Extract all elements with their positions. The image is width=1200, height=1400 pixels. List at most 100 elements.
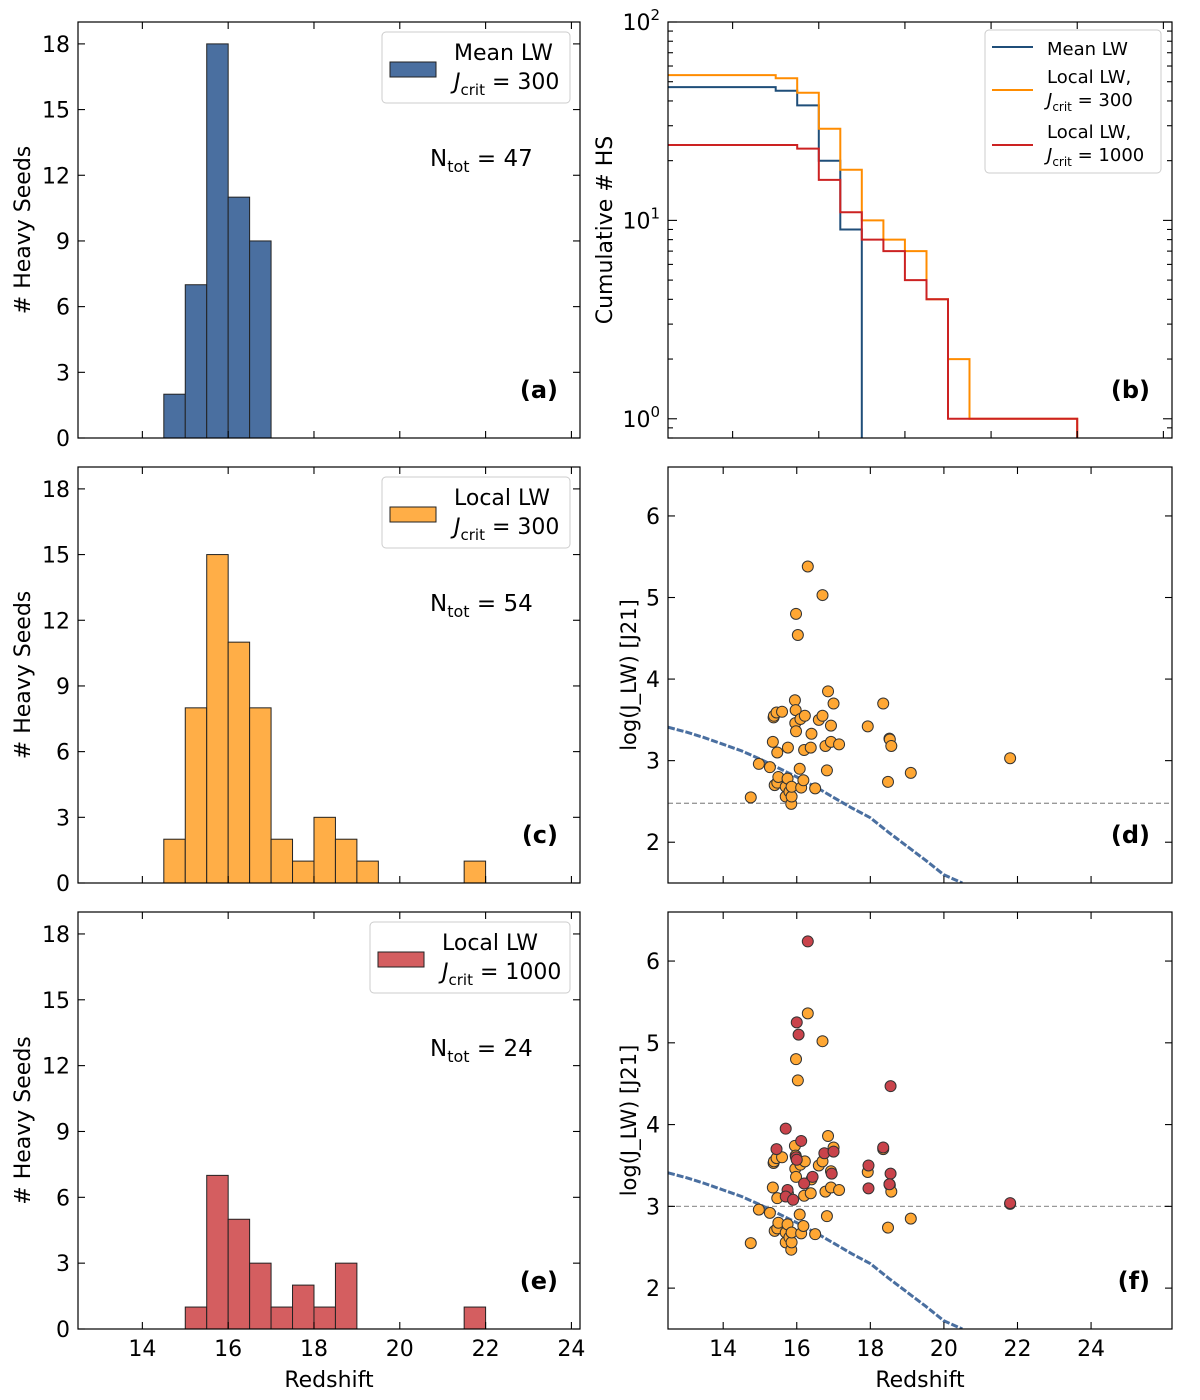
- histogram-bar: [206, 43, 229, 439]
- scatter-point: [766, 735, 779, 748]
- scatter-point: [883, 1178, 896, 1191]
- scatter-point: [861, 720, 874, 733]
- legend-label: Local LW: [442, 931, 538, 956]
- cumulative-series-line: [668, 86, 863, 438]
- scatter-point: [816, 1035, 829, 1048]
- legend-jcrit-subscript: crit: [461, 526, 486, 544]
- scatter-point: [776, 705, 789, 718]
- ntot-subscript: tot: [447, 1047, 469, 1066]
- scatter-point: [904, 766, 917, 779]
- y-tick-label: 6: [56, 296, 70, 321]
- y-tick-label: 2: [646, 1277, 660, 1302]
- legend-swatch: [389, 61, 437, 78]
- legend-jcrit-main: J: [450, 515, 461, 540]
- panel-label: (b): [1111, 376, 1150, 404]
- panel-e-histogram-local-lw-1000: 14 16 18 20 22 24 0 3 6 9 12 15 18 # Heavy Seeds Redsh…: [11, 911, 585, 1393]
- legend-jcrit-value: = 300: [485, 515, 559, 540]
- scatter-point: [744, 791, 757, 804]
- y-tick-label: 6: [56, 741, 70, 766]
- histogram-bar: [334, 838, 358, 884]
- y-tick-label: 3: [56, 361, 70, 386]
- scatter-point: [798, 1177, 811, 1190]
- scatter-point: [804, 741, 817, 754]
- y-tick-label: 12: [42, 164, 70, 189]
- x-tick-label: 14: [128, 1337, 156, 1362]
- histogram-bar: [270, 1306, 294, 1330]
- scatter-point: [904, 1212, 917, 1225]
- x-tick-label: 16: [214, 1337, 242, 1362]
- histogram-bar: [463, 860, 487, 884]
- scatter-point: [816, 589, 829, 602]
- y-tick-label: 6: [56, 1186, 70, 1211]
- y-tick-label: 3: [646, 1195, 660, 1220]
- y-tick-label: 5: [646, 587, 660, 612]
- histogram-bar: [184, 1306, 208, 1330]
- y-tick-label: 18: [42, 923, 70, 948]
- scatter-point: [820, 764, 833, 777]
- histogram-bar: [249, 240, 272, 439]
- y-tick-label: 3: [646, 750, 660, 775]
- scatter-point: [824, 719, 837, 732]
- scatter-point: [809, 1228, 822, 1241]
- legend-jcrit-subscript: crit: [1052, 100, 1072, 114]
- histogram-bar: [270, 838, 294, 884]
- histogram-bar: [227, 196, 251, 439]
- x-tick-label: 22: [1003, 1337, 1031, 1362]
- scatter-point: [779, 1122, 792, 1135]
- legend: Mean LW Jcrit = 300: [381, 31, 571, 104]
- plot-frame: [77, 466, 581, 884]
- scatter-point: [801, 560, 814, 573]
- legend-jcrit-main: J: [438, 960, 449, 985]
- ntot-text: Ntot = 54: [430, 591, 533, 621]
- legend-jcrit-text: Jcrit = 300: [450, 515, 559, 544]
- scatter-point: [822, 1130, 835, 1143]
- legend-swatch: [389, 506, 437, 523]
- scatter-point: [820, 1210, 833, 1223]
- scatter-point: [862, 1159, 875, 1172]
- scatter-point: [884, 1167, 897, 1180]
- scatter-point: [827, 697, 840, 710]
- scatter-point: [790, 1170, 803, 1183]
- scatter-point: [885, 739, 898, 752]
- scatter-point: [1004, 752, 1017, 765]
- scatter-point: [877, 697, 890, 710]
- y-tick-base: 10: [622, 11, 650, 36]
- scatter-point: [763, 1206, 776, 1219]
- plot-frame: [667, 911, 1173, 1330]
- scatter-point: [809, 782, 822, 795]
- scatter-point: [825, 1167, 838, 1180]
- scatter-point: [806, 1170, 819, 1183]
- y-tick-base: 10: [622, 209, 650, 234]
- y-tick-label: 2: [646, 831, 660, 856]
- scatter-point: [763, 761, 776, 774]
- legend-jcrit-text: Jcrit = 300: [1044, 90, 1133, 114]
- histogram-bar: [206, 554, 229, 884]
- scatter-point: [770, 1143, 783, 1156]
- legend-label: Local LW,: [1047, 122, 1131, 143]
- scatter-point: [744, 1237, 757, 1250]
- scatter-point: [793, 1208, 806, 1221]
- legend-label: Local LW: [454, 486, 550, 511]
- y-tick-label: 102: [622, 6, 660, 36]
- plot-frame: [77, 21, 581, 439]
- legend-box: [381, 31, 571, 104]
- histogram-bar: [356, 860, 379, 884]
- legend-jcrit-text: Jcrit = 1000: [1044, 145, 1144, 169]
- y-tick-label: 18: [42, 478, 70, 503]
- panel-f-scatter: 14 16 18 20 22 24 2 3 4 5 6 log(J_LW) [J21] Redshift…: [617, 911, 1173, 1393]
- y-tick-label: 0: [56, 1318, 70, 1343]
- y-axis-label: Cumulative # HS: [593, 136, 618, 325]
- plot-frame: [77, 911, 581, 1330]
- legend-box: [381, 476, 571, 549]
- y-axis-label: # Heavy Seeds: [11, 591, 36, 759]
- scatter-point: [790, 1016, 803, 1029]
- y-tick-label: 4: [646, 1114, 660, 1139]
- legend-jcrit-main: J: [1044, 90, 1052, 111]
- y-axis-label: log(J_LW) [J21]: [617, 1045, 642, 1197]
- histogram-bar: [227, 1218, 251, 1330]
- legend-jcrit-value: = 1000: [1072, 145, 1144, 166]
- y-tick-base: 10: [622, 408, 650, 433]
- y-tick-label: 101: [622, 204, 660, 234]
- panel-d-scatter: 2 3 4 5 6 log(J_LW) [J21] (d): [617, 466, 1173, 884]
